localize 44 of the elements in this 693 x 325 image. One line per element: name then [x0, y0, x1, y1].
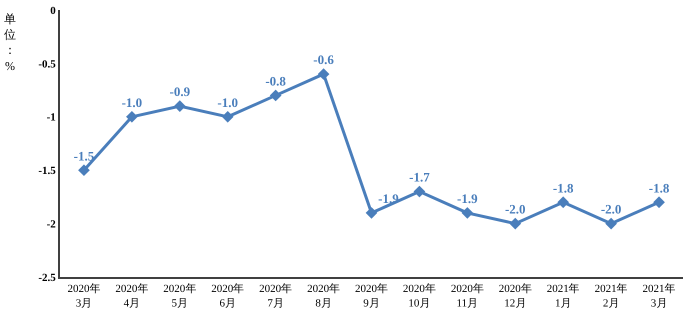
data-label: -0.6 — [313, 52, 334, 68]
y-tick-label: -2.5 — [38, 272, 56, 284]
point — [222, 110, 234, 123]
point — [414, 186, 426, 198]
y-tick-label: -0.5 — [38, 58, 56, 70]
point — [605, 218, 617, 230]
point — [78, 164, 90, 176]
data-label: -1.8 — [648, 180, 670, 196]
data-label: -1.0 — [122, 94, 142, 110]
point — [126, 110, 138, 123]
x-tick-label: 2020年 5月 — [163, 283, 196, 310]
point — [509, 218, 522, 230]
data-label: -1.7 — [409, 170, 430, 185]
y-tick-label: -2 — [46, 218, 56, 230]
x-tick-label: 2020年 12月 — [498, 283, 532, 310]
point — [653, 196, 665, 208]
x-tick-label: 2020年 3月 — [67, 283, 100, 310]
point — [174, 100, 186, 112]
x-tick-label: 2020年 4月 — [115, 283, 148, 310]
x-tick-label: 2021年 1月 — [546, 283, 580, 310]
data-label: -2.0 — [504, 202, 526, 217]
data-label: -2.0 — [600, 202, 622, 217]
x-tick-label: 2020年 7月 — [259, 283, 292, 310]
point — [270, 90, 282, 102]
x-tick-label: 2021年 2月 — [594, 283, 628, 310]
x-tick-label: 2020年 9月 — [355, 283, 388, 310]
y-tick-label: -1.5 — [38, 165, 56, 178]
x-tick-label: 2020年 6月 — [211, 283, 244, 310]
point — [318, 68, 330, 80]
data-label: -0.9 — [170, 84, 191, 100]
y-axis-title: 单位：% — [4, 12, 16, 73]
x-tick-label: 2020年 8月 — [307, 283, 340, 310]
data-label: -1.8 — [552, 180, 574, 196]
x-tick-label: 2021年 3月 — [642, 283, 676, 310]
data-label: -1.0 — [217, 94, 238, 110]
point — [462, 207, 474, 219]
data-label: -0.8 — [265, 74, 286, 89]
point — [557, 196, 570, 208]
y-tick-label: -1 — [46, 112, 56, 124]
y-tick-label: 0 — [50, 4, 56, 17]
data-label: -1.9 — [457, 191, 478, 206]
x-tick-label: 2020年 10月 — [402, 283, 436, 310]
point — [366, 207, 378, 219]
x-tick-label: 2020年 11月 — [450, 283, 484, 310]
